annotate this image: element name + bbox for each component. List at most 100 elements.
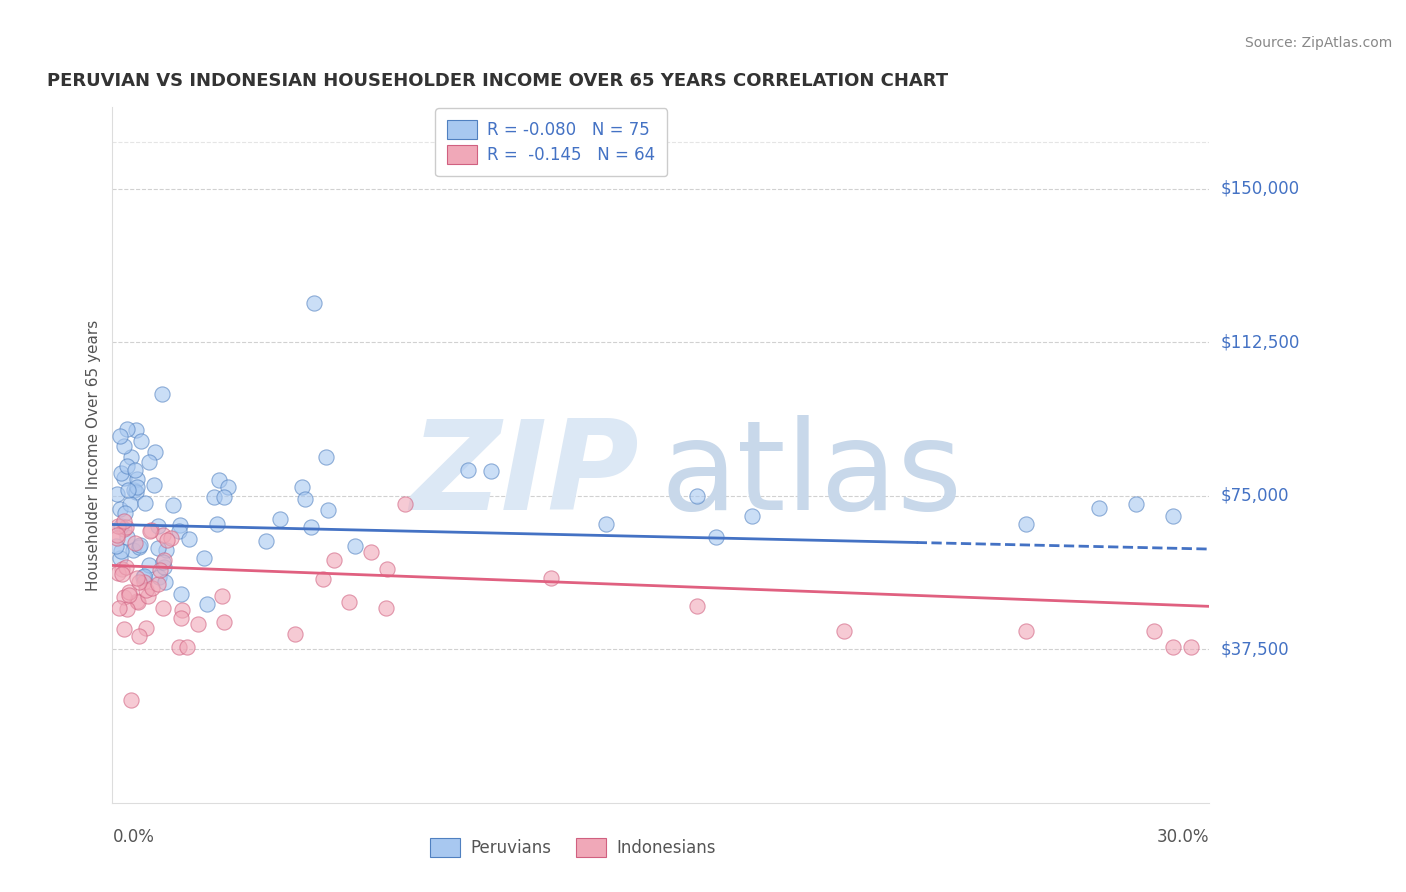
Indonesians	[360, 545, 382, 559]
Y-axis label: Householder Income Over 65 years: Householder Income Over 65 years	[86, 319, 101, 591]
Text: $75,000: $75,000	[1220, 487, 1289, 505]
Peruvians	[132, 569, 155, 583]
Peruvians	[169, 518, 191, 533]
Indonesians	[134, 575, 156, 590]
Indonesians	[141, 581, 163, 595]
Peruvians	[127, 480, 149, 494]
Peruvians	[112, 471, 135, 485]
Indonesians	[127, 594, 149, 608]
Indonesians	[170, 603, 193, 617]
Indonesians	[149, 563, 172, 577]
Peruvians	[118, 497, 141, 511]
Text: $150,000: $150,000	[1220, 180, 1299, 198]
Indonesians	[115, 602, 138, 616]
Indonesians	[1180, 640, 1202, 655]
Peruvians	[205, 516, 228, 531]
Peruvians	[105, 487, 128, 501]
Peruvians	[124, 484, 146, 499]
Indonesians	[139, 523, 162, 537]
Indonesians	[112, 514, 135, 528]
Indonesians	[170, 611, 193, 625]
Peruvians	[155, 574, 177, 589]
Peruvians	[1161, 509, 1184, 524]
Peruvians	[167, 524, 190, 539]
Text: $37,500: $37,500	[1220, 640, 1289, 658]
Indonesians	[284, 627, 307, 641]
Indonesians	[117, 585, 139, 599]
Peruvians	[138, 558, 160, 572]
Peruvians	[152, 559, 174, 574]
Indonesians	[112, 591, 135, 605]
Peruvians	[179, 532, 201, 546]
Legend: Peruvians, Indonesians: Peruvians, Indonesians	[423, 831, 723, 864]
Peruvians	[212, 491, 235, 505]
Peruvians	[193, 550, 215, 565]
Indonesians	[114, 559, 136, 574]
Text: Source: ZipAtlas.com: Source: ZipAtlas.com	[1244, 36, 1392, 50]
Indonesians	[176, 640, 198, 654]
Peruvians	[129, 434, 152, 448]
Peruvians	[134, 496, 156, 510]
Indonesians	[1143, 624, 1166, 638]
Indonesians	[128, 629, 150, 643]
Indonesians	[832, 624, 855, 638]
Indonesians	[107, 601, 129, 615]
Indonesians	[105, 528, 128, 542]
Text: $112,500: $112,500	[1220, 334, 1299, 351]
Peruvians	[134, 569, 156, 583]
Indonesians	[136, 590, 159, 604]
Peruvians	[1125, 497, 1147, 511]
Peruvians	[294, 492, 316, 507]
Peruvians	[155, 543, 177, 558]
Indonesians	[186, 616, 208, 631]
Indonesians	[156, 533, 179, 547]
Indonesians	[111, 562, 134, 576]
Indonesians	[312, 573, 335, 587]
Peruvians	[204, 490, 226, 504]
Indonesians	[686, 599, 709, 614]
Peruvians	[108, 550, 131, 565]
Peruvians	[112, 439, 135, 453]
Indonesians	[112, 522, 135, 536]
Indonesians	[120, 693, 142, 707]
Peruvians	[686, 489, 709, 503]
Peruvians	[150, 387, 173, 401]
Indonesians	[337, 595, 360, 609]
Peruvians	[254, 533, 277, 548]
Peruvians	[741, 509, 763, 524]
Peruvians	[127, 472, 149, 486]
Peruvians	[115, 422, 138, 436]
Peruvians	[146, 518, 169, 533]
Peruvians	[479, 464, 502, 478]
Peruvians	[148, 570, 170, 584]
Peruvians	[449, 79, 471, 94]
Indonesians	[540, 571, 562, 585]
Peruvians	[110, 518, 132, 533]
Peruvians	[631, 161, 654, 176]
Peruvians	[302, 296, 325, 310]
Text: 0.0%: 0.0%	[112, 828, 155, 846]
Peruvians	[115, 458, 138, 473]
Indonesians	[124, 535, 146, 549]
Peruvians	[291, 481, 314, 495]
Indonesians	[212, 615, 235, 629]
Peruvians	[138, 455, 160, 469]
Indonesians	[167, 640, 190, 654]
Indonesians	[135, 582, 157, 597]
Peruvians	[142, 478, 165, 492]
Peruvians	[129, 537, 152, 551]
Peruvians	[143, 445, 166, 459]
Indonesians	[374, 601, 396, 615]
Peruvians	[299, 520, 322, 534]
Indonesians	[127, 595, 149, 609]
Indonesians	[128, 574, 150, 589]
Peruvians	[457, 463, 479, 477]
Indonesians	[322, 553, 344, 567]
Peruvians	[217, 480, 239, 494]
Indonesians	[159, 531, 181, 545]
Peruvians	[170, 587, 193, 601]
Indonesians	[394, 497, 416, 511]
Text: PERUVIAN VS INDONESIAN HOUSEHOLDER INCOME OVER 65 YEARS CORRELATION CHART: PERUVIAN VS INDONESIAN HOUSEHOLDER INCOM…	[46, 72, 948, 90]
Peruvians	[114, 506, 136, 520]
Indonesians	[375, 562, 398, 576]
